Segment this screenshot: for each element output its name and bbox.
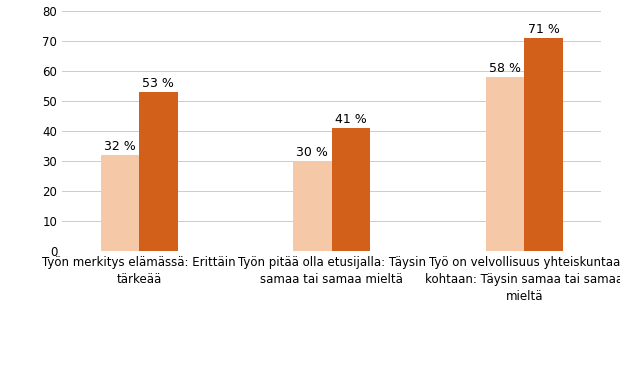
Text: 71 %: 71 %	[528, 23, 559, 36]
Bar	[139, 92, 177, 251]
Text: 30 %: 30 %	[296, 146, 329, 159]
Bar	[486, 77, 525, 251]
Text: 32 %: 32 %	[104, 139, 136, 153]
Bar	[293, 161, 332, 251]
Text: 53 %: 53 %	[143, 77, 174, 90]
Text: 58 %: 58 %	[489, 62, 521, 75]
Bar	[525, 38, 563, 251]
Bar	[100, 155, 139, 251]
Bar	[332, 128, 370, 251]
Text: 41 %: 41 %	[335, 113, 367, 125]
